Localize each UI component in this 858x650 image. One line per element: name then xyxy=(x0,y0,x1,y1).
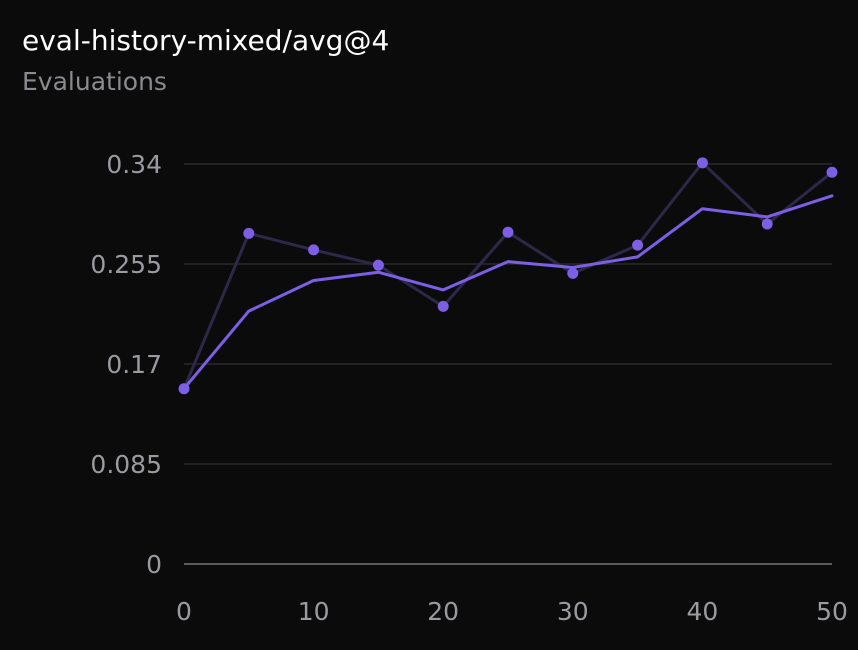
y-axis-ticks: 0 0.085 0.17 0.255 0.34 xyxy=(90,150,162,579)
chart-subtitle: Evaluations xyxy=(22,67,167,96)
data-point[interactable] xyxy=(308,244,320,256)
x-tick-label: 20 xyxy=(427,597,459,626)
data-point[interactable] xyxy=(826,166,838,178)
y-tick-label: 0 xyxy=(146,550,162,579)
data-point[interactable] xyxy=(502,226,514,238)
x-tick-label: 30 xyxy=(557,597,589,626)
data-point[interactable] xyxy=(567,267,579,279)
x-tick-label: 10 xyxy=(298,597,330,626)
x-tick-label: 0 xyxy=(176,597,192,626)
data-point[interactable] xyxy=(696,157,708,169)
raw-series-line xyxy=(182,161,834,391)
data-point[interactable] xyxy=(761,218,773,230)
y-tick-label: 0.34 xyxy=(106,150,162,179)
data-point[interactable] xyxy=(243,227,255,239)
data-point[interactable] xyxy=(437,300,449,312)
data-point[interactable] xyxy=(632,239,644,251)
y-tick-label: 0.085 xyxy=(90,450,162,479)
chart-title: eval-history-mixed/avg@4 xyxy=(22,24,390,57)
y-tick-label: 0.255 xyxy=(90,250,162,279)
x-axis-ticks: 0 10 20 30 40 50 xyxy=(176,597,848,626)
data-point[interactable] xyxy=(372,259,384,271)
smoothed-series-line xyxy=(182,194,834,391)
x-tick-label: 40 xyxy=(686,597,718,626)
y-tick-label: 0.17 xyxy=(106,350,162,379)
grid-lines xyxy=(184,163,832,565)
x-tick-label: 50 xyxy=(816,597,848,626)
series-layer xyxy=(178,157,838,395)
data-point[interactable] xyxy=(178,383,190,395)
